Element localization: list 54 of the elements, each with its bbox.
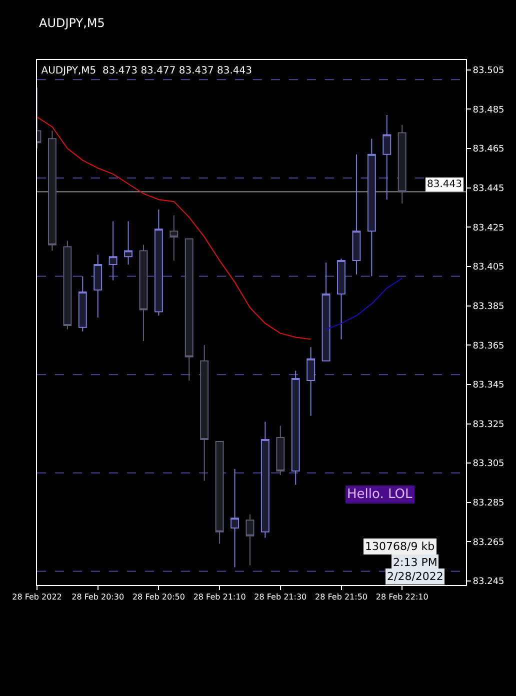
candlestick	[337, 258, 346, 340]
candlestick	[139, 244, 148, 342]
y-tick-label: 83.445	[472, 184, 504, 194]
y-tick-label: 83.385	[472, 302, 504, 312]
candlestick	[382, 114, 392, 200]
y-tick-label: 83.505	[472, 66, 504, 76]
y-tick-label: 83.405	[472, 262, 504, 273]
y-tick-label: 83.265	[472, 538, 504, 548]
x-tick-label: 28 Feb 21:30	[254, 592, 307, 602]
candlestick	[367, 138, 376, 277]
x-tick-label: 28 Feb 20:50	[132, 592, 185, 602]
candlestick	[154, 208, 163, 316]
y-tick-label: 83.485	[472, 105, 504, 116]
candlestick	[184, 238, 194, 382]
candlestick	[398, 124, 406, 204]
candlestick	[200, 344, 209, 482]
annotation: 2:13 PM	[393, 556, 438, 569]
candlestick	[94, 254, 102, 318]
candlestick	[170, 214, 178, 262]
x-tick-label: 28 Feb 20:30	[72, 592, 124, 602]
candlestick	[230, 468, 239, 568]
candlestick	[291, 370, 300, 486]
annotation: Hello. LOL	[347, 487, 413, 502]
candlestick	[260, 421, 270, 538]
text: AUDJPY,M5	[39, 16, 105, 30]
x-tick-label: 28 Feb 2022	[12, 592, 62, 602]
x-tick-label: 28 Feb 21:50	[315, 592, 368, 602]
candlestick	[48, 130, 56, 252]
candlestick	[306, 346, 316, 416]
candlestick	[352, 154, 361, 275]
text: AUDJPY,M5 83.473 83.477 83.437 83.443	[41, 66, 252, 76]
candlestick	[108, 220, 118, 281]
candlestick	[63, 240, 72, 330]
y-tick-label: 83.345	[472, 380, 504, 391]
candlestick	[246, 514, 254, 566]
x-tick-label: 28 Feb 22:10	[376, 592, 428, 602]
candlestick	[276, 425, 285, 476]
candlestick	[322, 262, 330, 362]
candlestick	[215, 440, 224, 544]
x-tick-label: 28 Feb 21:10	[193, 592, 246, 602]
y-tick-label: 83.325	[472, 420, 504, 430]
y-tick-label: 83.365	[472, 341, 504, 352]
y-tick-label: 83.285	[472, 498, 504, 509]
y-tick-label: 83.305	[472, 459, 504, 470]
line-series	[326, 278, 403, 330]
candlestick	[124, 220, 132, 265]
y-tick-label: 83.465	[472, 144, 504, 155]
annotation: 2/28/2022	[387, 570, 444, 583]
y-tick-label: 83.425	[472, 223, 504, 234]
candlestick	[78, 276, 87, 332]
y-tick-label: 83.245	[472, 577, 504, 588]
line-series	[37, 116, 312, 340]
annotation: 130768/9 kb	[365, 540, 435, 553]
ref-line-label: 83.443	[427, 179, 462, 190]
